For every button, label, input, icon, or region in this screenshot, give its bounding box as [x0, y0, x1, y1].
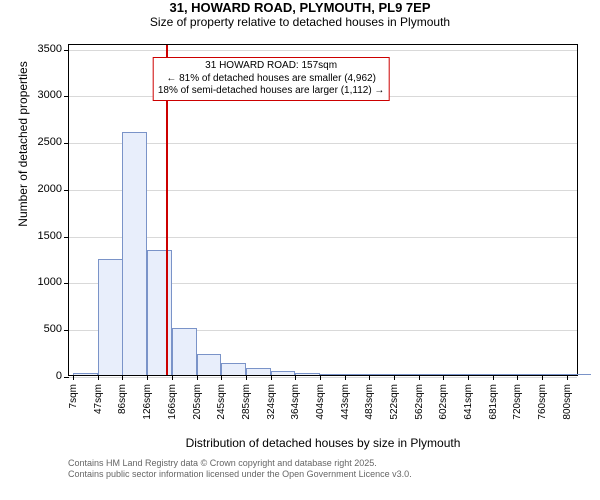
histogram-bar [246, 368, 271, 375]
xtick-mark [517, 375, 518, 380]
xtick-label: 7sqm [68, 384, 79, 408]
ytick-mark [64, 50, 69, 51]
histogram-bar [369, 374, 394, 375]
annotation-line: 31 HOWARD ROAD: 157sqm [158, 60, 385, 73]
ytick-mark [64, 330, 69, 331]
attribution-line-1: Contains HM Land Registry data © Crown c… [68, 458, 412, 469]
xtick-mark [197, 375, 198, 380]
xtick-mark [468, 375, 469, 380]
attribution-text: Contains HM Land Registry data © Crown c… [68, 458, 412, 481]
histogram-bar [147, 250, 172, 375]
histogram-bar [493, 374, 518, 375]
xtick-mark [542, 375, 543, 380]
xtick-mark [122, 375, 123, 380]
histogram-bar [221, 363, 246, 375]
annotation-line: 18% of semi-detached houses are larger (… [158, 85, 385, 98]
xtick-label: 562sqm [414, 384, 425, 420]
xtick-label: 681sqm [488, 384, 499, 420]
ytick-mark [64, 96, 69, 97]
xtick-label: 602sqm [438, 384, 449, 420]
xtick-label: 800sqm [562, 384, 573, 420]
ytick-label: 3500 [0, 43, 62, 55]
ytick-label: 1500 [0, 230, 62, 242]
xtick-mark [567, 375, 568, 380]
annotation-line: ← 81% of detached houses are smaller (4,… [158, 73, 385, 86]
ytick-label: 1000 [0, 276, 62, 288]
xtick-label: 324sqm [266, 384, 277, 420]
xtick-mark [320, 375, 321, 380]
xtick-label: 205sqm [192, 384, 203, 420]
xtick-label: 86sqm [117, 384, 128, 414]
xtick-label: 126sqm [142, 384, 153, 420]
ytick-mark [64, 283, 69, 284]
ytick-mark [64, 190, 69, 191]
xtick-label: 245sqm [216, 384, 227, 420]
xtick-mark [246, 375, 247, 380]
ytick-mark [64, 237, 69, 238]
xtick-mark [271, 375, 272, 380]
xtick-mark [493, 375, 494, 380]
xtick-mark [147, 375, 148, 380]
histogram-bar [122, 132, 147, 375]
histogram-bar [197, 354, 222, 375]
ytick-label: 2000 [0, 183, 62, 195]
chart-subtitle: Size of property relative to detached ho… [0, 15, 600, 29]
gridline [69, 377, 577, 378]
xtick-label: 443sqm [340, 384, 351, 420]
x-axis-label: Distribution of detached houses by size … [68, 436, 578, 450]
xtick-mark [369, 375, 370, 380]
xtick-mark [295, 375, 296, 380]
xtick-label: 364sqm [290, 384, 301, 420]
xtick-label: 47sqm [93, 384, 104, 414]
histogram-bar [320, 374, 345, 375]
ytick-mark [64, 143, 69, 144]
histogram-bar [419, 374, 444, 375]
xtick-mark [172, 375, 173, 380]
xtick-mark [419, 375, 420, 380]
xtick-label: 760sqm [537, 384, 548, 420]
histogram-bar [567, 374, 592, 375]
histogram-bar [394, 374, 419, 375]
xtick-mark [73, 375, 74, 380]
chart-title: 31, HOWARD ROAD, PLYMOUTH, PL9 7EP [0, 0, 600, 15]
xtick-label: 166sqm [167, 384, 178, 420]
annotation-box: 31 HOWARD ROAD: 157sqm← 81% of detached … [153, 57, 390, 101]
attribution-line-2: Contains public sector information licen… [68, 469, 412, 480]
xtick-mark [394, 375, 395, 380]
ytick-label: 2500 [0, 136, 62, 148]
histogram-bar [172, 328, 197, 375]
xtick-label: 285sqm [241, 384, 252, 420]
ytick-mark [64, 377, 69, 378]
histogram-bar [468, 374, 493, 375]
histogram-bar [345, 374, 370, 375]
histogram-bar [443, 374, 468, 375]
xtick-mark [98, 375, 99, 380]
ytick-label: 500 [0, 323, 62, 335]
histogram-bar [271, 371, 296, 375]
histogram-plot: 31 HOWARD ROAD: 157sqm← 81% of detached … [68, 44, 578, 376]
xtick-label: 483sqm [364, 384, 375, 420]
xtick-label: 522sqm [389, 384, 400, 420]
histogram-bar [542, 374, 567, 375]
ytick-label: 0 [0, 370, 62, 382]
histogram-bar [517, 374, 542, 375]
xtick-mark [443, 375, 444, 380]
xtick-mark [221, 375, 222, 380]
xtick-label: 720sqm [512, 384, 523, 420]
ytick-label: 3000 [0, 89, 62, 101]
histogram-bar [98, 259, 123, 375]
gridline [69, 50, 577, 51]
histogram-bar [295, 373, 320, 375]
xtick-label: 404sqm [315, 384, 326, 420]
xtick-label: 641sqm [463, 384, 474, 420]
xtick-mark [345, 375, 346, 380]
histogram-bar [73, 373, 98, 375]
